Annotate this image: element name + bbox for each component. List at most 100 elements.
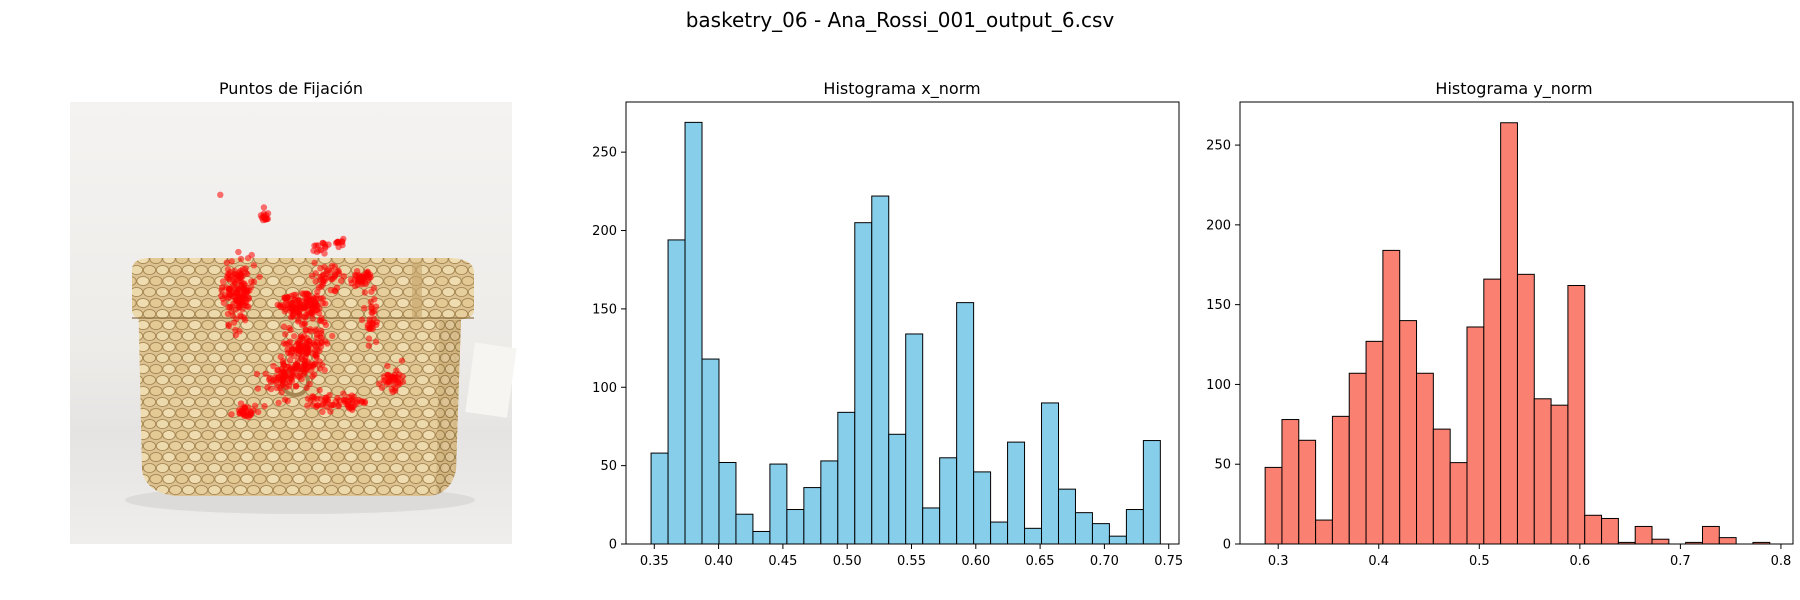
histogram-y-bar <box>1500 122 1518 545</box>
fixation-point <box>312 351 319 359</box>
histogram-y-xtick-label: 0.5 <box>1469 554 1490 569</box>
fixation-point <box>385 378 392 386</box>
fixation-point <box>378 384 386 391</box>
histogram-x-bar <box>769 463 788 545</box>
histogram-y-ytick-label: 100 <box>1206 378 1231 393</box>
histogram-x-bar <box>1125 509 1144 545</box>
fixation-point <box>367 274 374 281</box>
fixation-point <box>355 397 363 404</box>
fixation-point <box>335 403 342 410</box>
histogram-x-bar <box>854 222 873 545</box>
fixation-point <box>294 357 302 364</box>
fixation-point <box>309 373 316 380</box>
fixation-point <box>365 342 373 349</box>
fixation-point <box>221 291 229 299</box>
fixation-point <box>319 408 326 416</box>
histogram-x-xaxis: 0.35 0.40 0.45 0.50 0.55 0.60 0.65 0.70 0.75 <box>640 544 1183 569</box>
fixation-point <box>241 301 248 309</box>
fixation-point <box>295 366 302 373</box>
histogram-x-bar <box>735 513 754 545</box>
fixation-point <box>319 361 326 369</box>
histogram-y-bar <box>1365 340 1384 545</box>
fixation-point <box>295 296 302 304</box>
fixation-point <box>319 400 327 408</box>
fixation-point <box>253 370 261 378</box>
histogram-y-title: Histograma y_norm <box>1435 79 1592 99</box>
fixation-point <box>237 294 244 301</box>
histogram-x-xtick-label: 0.45 <box>768 554 797 569</box>
histogram-x-bar <box>786 509 805 545</box>
fixation-point <box>306 380 313 388</box>
fixation-point <box>298 334 306 342</box>
fixation-point <box>332 239 340 247</box>
fixation-point <box>384 362 391 370</box>
histogram-y-bar <box>1331 415 1350 545</box>
histogram-y-xtick-label: 0.4 <box>1368 554 1389 569</box>
histogram-y-bar <box>1281 419 1300 545</box>
fixation-point <box>219 278 227 285</box>
histogram-x-bar <box>888 433 907 545</box>
basket-photo <box>70 102 517 544</box>
histogram-x-bar <box>667 239 686 545</box>
histogram-x-bar <box>718 461 737 545</box>
fixation-point <box>348 399 356 406</box>
fixation-point <box>290 313 297 320</box>
fixation-point <box>237 255 245 263</box>
histogram-x-bar <box>820 460 839 545</box>
histogram-x-bar <box>803 487 822 545</box>
fixation-point <box>317 295 324 302</box>
fixation-point <box>235 248 242 256</box>
fixation-point <box>324 267 331 275</box>
fixation-point <box>250 262 258 269</box>
histogram-y-bar <box>1449 462 1468 545</box>
fixation-point <box>303 349 310 356</box>
fixation-point <box>286 356 294 364</box>
fixation-point <box>311 347 319 354</box>
fixation-point <box>232 331 240 339</box>
fixation-point <box>370 284 378 292</box>
fixation-point <box>285 383 293 390</box>
fixation-point <box>286 324 293 332</box>
fixation-point <box>230 319 238 326</box>
fixation-point <box>301 369 309 376</box>
histogram-y-xaxis: 0.3 0.4 0.5 0.6 0.7 0.8 <box>1268 544 1791 569</box>
fixation-point <box>260 204 268 211</box>
histogram-y-ytick-label: 150 <box>1206 298 1231 313</box>
histogram-x-bar <box>1074 512 1093 545</box>
fixation-point <box>340 390 347 397</box>
histogram-y-bar <box>1264 466 1283 545</box>
fixation-point <box>251 402 259 409</box>
histogram-y-yaxis: 0 50 100 150 200 250 <box>1206 139 1240 553</box>
fixation-point <box>289 346 296 353</box>
histogram-x-ytick-label: 250 <box>592 146 617 161</box>
histogram-y-bar <box>1348 372 1367 545</box>
fixation-point <box>242 265 249 272</box>
fixation-point <box>250 278 258 286</box>
fixation-point <box>247 409 254 417</box>
fixation-point <box>319 272 326 279</box>
fixation-point <box>398 357 406 364</box>
fixation-point <box>282 331 289 338</box>
histogram-x-bar <box>1091 523 1110 545</box>
fixation-point <box>245 295 252 302</box>
fixation-point <box>298 375 305 383</box>
fixation-point <box>309 315 316 322</box>
histogram-x-ytick-label: 0 <box>609 538 617 553</box>
fixation-point <box>280 323 288 330</box>
fixation-point <box>279 360 287 367</box>
fixation-point <box>317 246 325 253</box>
fixation-point <box>287 365 295 373</box>
fixation-point <box>365 335 373 342</box>
fixation-point <box>234 285 241 292</box>
fixation-point <box>217 191 224 199</box>
histogram-y-bar <box>1483 278 1502 545</box>
fixation-point <box>340 396 348 404</box>
fixation-point <box>288 377 296 385</box>
fixation-panel-title: Puntos de Fijación <box>219 79 363 98</box>
histogram-y-bar <box>1399 320 1418 545</box>
histogram-x-xtick-label: 0.50 <box>833 554 862 569</box>
histogram-x-bar <box>1024 527 1043 545</box>
histogram-x-bar <box>1142 440 1161 545</box>
fixation-point <box>392 387 399 394</box>
fixation-point <box>331 287 339 294</box>
